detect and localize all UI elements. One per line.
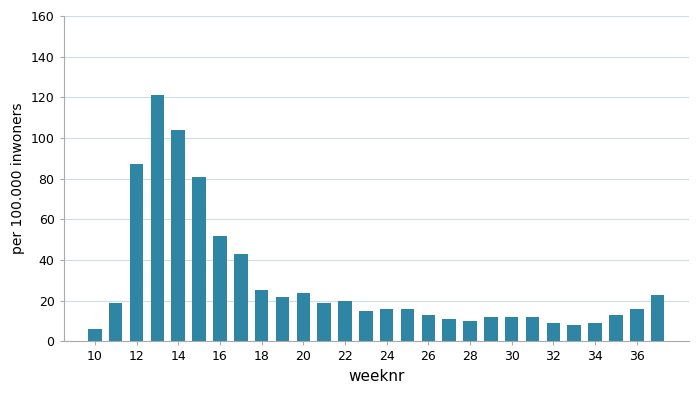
Bar — [317, 303, 331, 341]
Bar — [109, 303, 122, 341]
Bar — [421, 315, 435, 341]
Bar — [651, 295, 664, 341]
Bar — [172, 130, 185, 341]
Bar — [130, 164, 144, 341]
Bar — [568, 325, 581, 341]
Bar — [463, 321, 477, 341]
Bar — [609, 315, 623, 341]
Y-axis label: per 100.000 inwoners: per 100.000 inwoners — [11, 103, 25, 254]
Bar — [400, 309, 414, 341]
Bar — [380, 309, 393, 341]
Bar — [484, 317, 498, 341]
Bar — [276, 297, 289, 341]
Bar — [547, 323, 560, 341]
Bar — [526, 317, 539, 341]
Bar — [150, 95, 164, 341]
Bar — [630, 309, 643, 341]
Bar — [193, 177, 206, 341]
Bar — [359, 311, 372, 341]
X-axis label: weeknr: weeknr — [348, 369, 405, 384]
Bar — [588, 323, 602, 341]
Bar — [338, 301, 351, 341]
Bar — [88, 329, 102, 341]
Bar — [505, 317, 519, 341]
Bar — [255, 290, 268, 341]
Bar — [213, 235, 227, 341]
Bar — [297, 293, 310, 341]
Bar — [442, 319, 456, 341]
Bar — [234, 254, 248, 341]
